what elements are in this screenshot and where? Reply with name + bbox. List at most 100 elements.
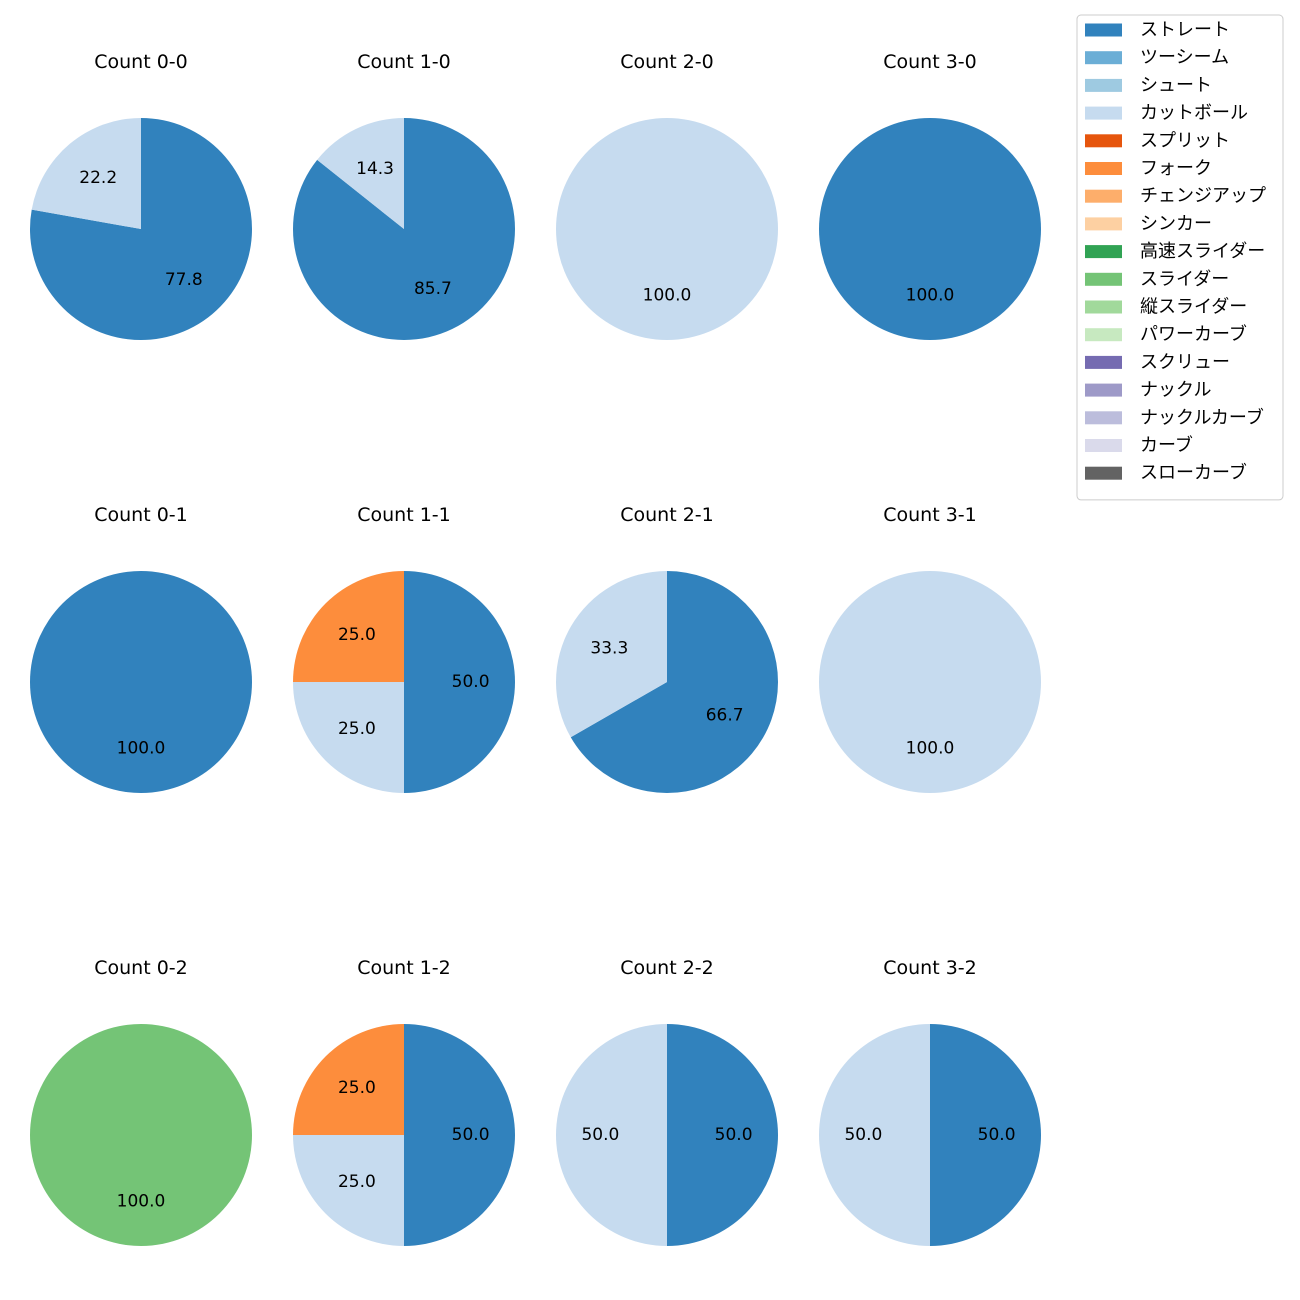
legend-swatch xyxy=(1085,51,1122,65)
legend-label: ストレート xyxy=(1140,20,1230,41)
legend-swatch xyxy=(1085,439,1122,452)
slice-value-label: 50.0 xyxy=(581,1125,619,1145)
pie-count-0-1: Count 0-1 100.0 xyxy=(30,504,252,793)
legend-label: シュート xyxy=(1140,75,1212,96)
pie-count-1-1: Count 1-1 50.0 25.0 25.0 xyxy=(293,504,515,793)
legend-swatch xyxy=(1085,189,1122,203)
legend-label: フォーク xyxy=(1140,158,1212,179)
legend-label: ナックルカーブ xyxy=(1140,406,1264,428)
legend-label: 縦スライダー xyxy=(1140,297,1247,318)
legend-label: スクリュー xyxy=(1140,352,1230,373)
legend-item: 縦スライダー xyxy=(1085,297,1247,318)
pie-count-3-1: Count 3-1 100.0 xyxy=(819,504,1041,793)
pie-title: Count 1-0 xyxy=(357,51,451,73)
pie-count-1-2: Count 1-2 50.0 25.0 25.0 xyxy=(293,957,515,1246)
pie-slice xyxy=(30,1024,252,1246)
pie-title: Count 2-0 xyxy=(620,51,714,73)
legend-swatch xyxy=(1085,383,1122,397)
pie-slice xyxy=(404,1024,515,1246)
legend-item: スクリュー xyxy=(1085,352,1230,373)
legend-swatch xyxy=(1085,245,1122,259)
legend-item: パワーカーブ xyxy=(1085,323,1247,345)
legend-swatch xyxy=(1085,78,1122,92)
legend-item: シンカー xyxy=(1085,213,1212,234)
legend: ストレートツーシームシュートカットボールスプリットフォークチェンジアップシンカー… xyxy=(1076,14,1284,501)
slice-value-label: 25.0 xyxy=(338,625,376,645)
slice-value-label: 14.3 xyxy=(356,159,394,179)
legend-item: ツーシーム xyxy=(1085,47,1229,68)
legend-label: チェンジアップ xyxy=(1140,186,1266,207)
pie-title: Count 0-0 xyxy=(94,51,188,73)
slice-value-label: 22.2 xyxy=(79,168,117,188)
pie-count-1-0: Count 1-0 85.7 14.3 xyxy=(293,51,516,341)
legend-item: カーブ xyxy=(1085,434,1193,456)
legend-label: カーブ xyxy=(1140,434,1193,456)
pie-title: Count 0-1 xyxy=(94,504,188,526)
legend-label: ナックル xyxy=(1140,380,1211,401)
legend-item: スライダー xyxy=(1085,269,1229,290)
legend-label: スライダー xyxy=(1140,269,1229,290)
pie-count-3-2: Count 3-2 50.0 50.0 xyxy=(819,957,1041,1246)
legend-swatch xyxy=(1085,328,1122,342)
pie-slice xyxy=(819,571,1041,793)
legend-item: シュート xyxy=(1085,75,1212,96)
legend-swatch xyxy=(1085,23,1122,37)
legend-swatch xyxy=(1085,134,1122,148)
pie-title: Count 3-1 xyxy=(883,504,977,526)
pie-title: Count 1-2 xyxy=(357,957,451,979)
pie-title: Count 3-2 xyxy=(883,957,977,979)
pie-slice xyxy=(555,571,667,738)
pie-title: Count 2-1 xyxy=(620,504,714,526)
slice-value-label: 50.0 xyxy=(452,1125,490,1145)
legend-label: スローカーブ xyxy=(1140,462,1247,484)
slice-value-label: 50.0 xyxy=(452,672,490,692)
slice-value-label: 77.8 xyxy=(165,270,203,290)
pie-count-0-0: Count 0-0 77.8 22.2 xyxy=(30,51,253,340)
slice-value-label: 100.0 xyxy=(643,286,692,306)
legend-swatch xyxy=(1085,466,1122,480)
legend-swatch xyxy=(1085,411,1122,425)
pie-slice xyxy=(317,118,404,229)
pie-slice xyxy=(31,118,142,229)
pie-count-3-0: Count 3-0 100.0 xyxy=(819,51,1041,340)
legend-item: スプリット xyxy=(1085,130,1230,151)
pie-slice xyxy=(404,571,515,793)
legend-label: パワーカーブ xyxy=(1140,323,1247,345)
slice-value-label: 50.0 xyxy=(844,1125,882,1145)
slice-value-label: 50.0 xyxy=(715,1125,753,1145)
pie-slice xyxy=(293,682,404,793)
pie-count-2-2: Count 2-2 50.0 50.0 xyxy=(556,957,778,1246)
pie-slice xyxy=(30,571,252,793)
pie-slice xyxy=(556,1024,667,1246)
pie-slice xyxy=(667,1024,778,1246)
slice-value-label: 25.0 xyxy=(338,719,376,739)
pie-title: Count 1-1 xyxy=(357,504,451,526)
slice-value-label: 33.3 xyxy=(590,639,628,659)
slice-value-label: 85.7 xyxy=(414,279,452,299)
pie-count-2-1: Count 2-1 66.7 33.3 xyxy=(555,504,778,793)
legend-item: ナックルカーブ xyxy=(1085,406,1264,428)
pie-slice xyxy=(819,1024,930,1246)
legend-swatch xyxy=(1085,106,1122,120)
legend-item: ストレート xyxy=(1085,20,1230,41)
legend-item: カットボール xyxy=(1085,103,1248,124)
slice-value-label: 100.0 xyxy=(117,1192,166,1212)
slice-value-label: 25.0 xyxy=(338,1078,376,1098)
legend-item: スローカーブ xyxy=(1085,462,1247,484)
pie-slice xyxy=(293,118,516,341)
slice-value-label: 100.0 xyxy=(906,286,955,306)
pie-slice xyxy=(293,1024,404,1135)
legend-label: スプリット xyxy=(1140,130,1230,151)
legend-frame xyxy=(1076,14,1284,501)
pie-slice xyxy=(293,1135,404,1246)
pie-slice xyxy=(293,571,404,682)
legend-item: ナックル xyxy=(1085,380,1211,401)
legend-item: フォーク xyxy=(1085,158,1212,179)
legend-swatch xyxy=(1085,300,1122,314)
pie-slice xyxy=(570,571,778,793)
legend-item: 高速スライダー xyxy=(1085,241,1265,262)
legend-swatch xyxy=(1085,355,1122,369)
pie-count-0-2: Count 0-2 100.0 xyxy=(30,957,252,1246)
slice-value-label: 100.0 xyxy=(906,739,955,759)
legend-swatch xyxy=(1085,162,1122,175)
